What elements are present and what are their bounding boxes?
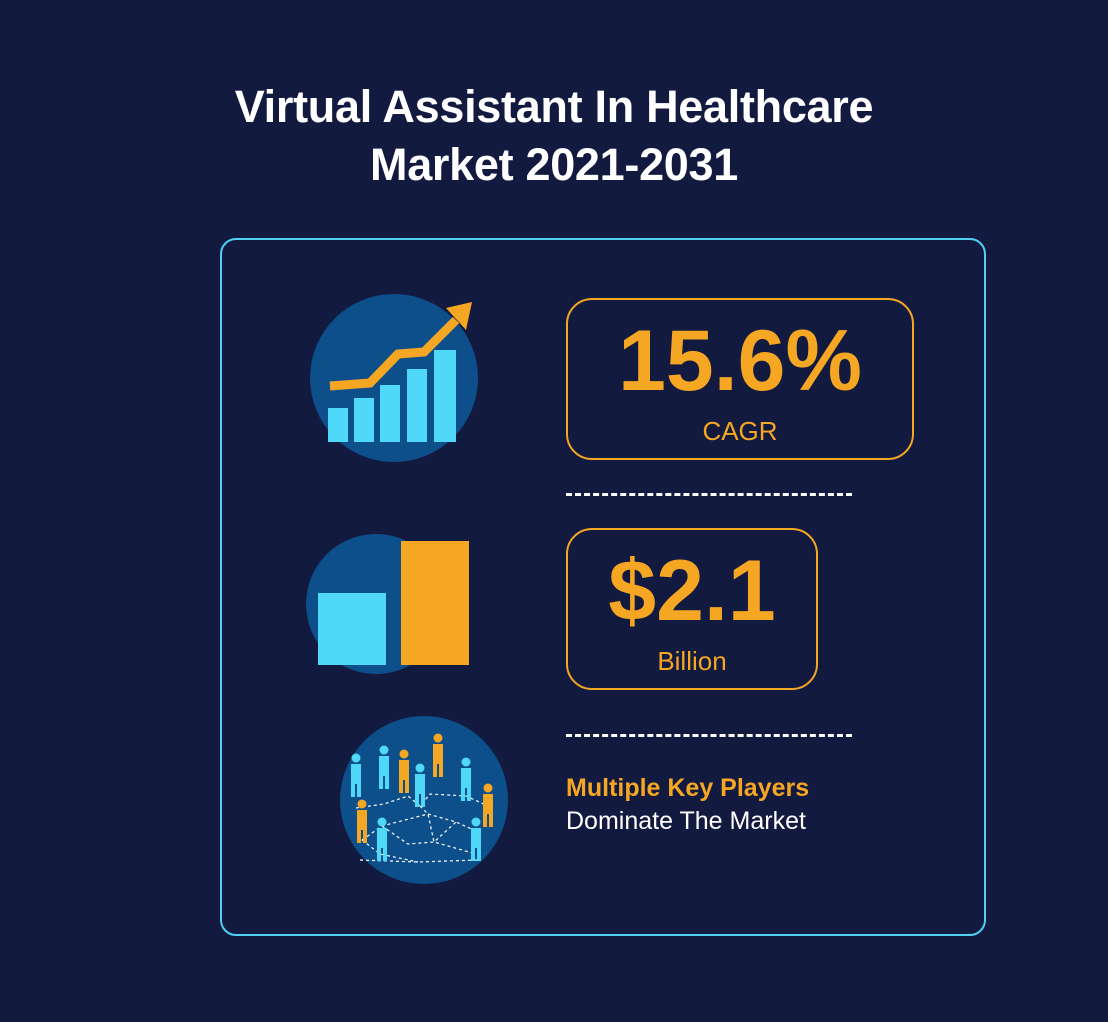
- cagr-box: 15.6% CAGR: [566, 298, 914, 460]
- key-players-subline: Dominate The Market: [566, 807, 806, 835]
- market-size-box: $2.1 Billion: [566, 528, 818, 690]
- title-line-1: Virtual Assistant In Healthcare: [234, 81, 874, 132]
- market-size-label: Billion: [657, 646, 727, 676]
- growth-chart-icon: [310, 294, 478, 462]
- divider-top: [566, 493, 852, 496]
- key-players-text: Multiple Key Players Dominate The Market: [566, 772, 809, 838]
- cagr-value: 15.6%: [618, 313, 862, 409]
- market-size-value: $2.1: [608, 543, 776, 639]
- cagr-label: CAGR: [702, 416, 778, 446]
- page-title: Virtual Assistant In Healthcare Market 2…: [0, 78, 1108, 194]
- key-players-headline: Multiple Key Players: [566, 774, 810, 802]
- people-network-icon: [340, 716, 508, 884]
- bar-comparison-icon: [306, 534, 469, 674]
- divider-bottom: [566, 734, 852, 737]
- stats-card: [220, 238, 986, 936]
- title-line-2: Market 2021-2031: [370, 139, 738, 190]
